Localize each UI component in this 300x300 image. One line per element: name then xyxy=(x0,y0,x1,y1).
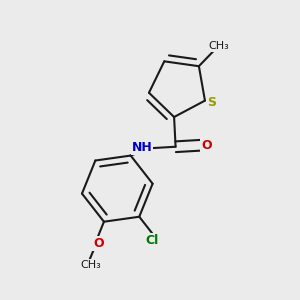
Text: CH₃: CH₃ xyxy=(208,41,229,51)
Text: CH₃: CH₃ xyxy=(80,260,101,270)
Text: NH: NH xyxy=(132,141,152,154)
Text: Cl: Cl xyxy=(145,234,158,247)
Text: O: O xyxy=(202,139,212,152)
Text: S: S xyxy=(207,96,216,109)
Text: O: O xyxy=(93,237,104,250)
